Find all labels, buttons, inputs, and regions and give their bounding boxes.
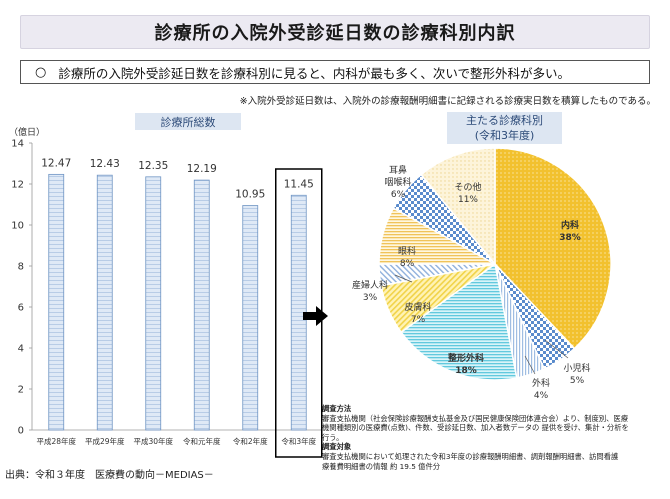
pie-slice-label: 眼科 bbox=[398, 245, 416, 257]
pie-slice-label: 外科 bbox=[532, 377, 550, 389]
bar-value-label: 12.35 bbox=[138, 160, 168, 172]
x-tick-label: 平成30年度 bbox=[133, 436, 173, 446]
y-tick-label: 0 bbox=[18, 426, 24, 437]
title-bar: 診療所の入院外受診延日数の診療科別内訳 bbox=[20, 15, 650, 49]
pie-slice bbox=[420, 147, 496, 267]
y-axis-unit: （億日） bbox=[9, 128, 46, 138]
x-tick-label: 令和元年度 bbox=[183, 436, 221, 446]
x-tick-label: 令和2年度 bbox=[233, 436, 268, 446]
method-line: 行う。 bbox=[322, 432, 344, 442]
pie-slice bbox=[380, 263, 496, 334]
bar-chart-title: 診療所総数 bbox=[135, 113, 241, 130]
arrow-right-icon bbox=[303, 306, 328, 326]
target-heading: 調査対象 bbox=[322, 442, 352, 452]
y-tick-label: 14 bbox=[11, 139, 24, 150]
bar-value-label: 12.43 bbox=[90, 158, 120, 170]
page-title: 診療所の入院外受診延日数の診療科別内訳 bbox=[154, 23, 516, 44]
x-tick-label: 令和3年度 bbox=[281, 436, 316, 446]
pie-slice-label: 咽喉科 bbox=[384, 176, 411, 188]
pie-chart-title: 主たる診療科別 (令和3年度) bbox=[447, 112, 562, 144]
summary-bullet: ○ bbox=[35, 64, 47, 80]
pie-slice-label: 皮膚科 bbox=[404, 301, 431, 313]
bar bbox=[48, 173, 65, 431]
pie-slice bbox=[378, 263, 496, 287]
y-tick-label: 12 bbox=[11, 180, 24, 191]
pie-value-label: 7% bbox=[411, 315, 426, 325]
bar-value-label: 10.95 bbox=[235, 189, 265, 201]
method-line: 機関種類別の医療費(点数)、件数、受診延日数、加入者数データの 提供を受け、集計… bbox=[322, 423, 629, 433]
pie-slice-label: その他 bbox=[454, 181, 481, 193]
pie-slice bbox=[494, 147, 612, 350]
x-tick-label: 平成28年度 bbox=[36, 436, 76, 446]
pie-value-label: 11% bbox=[458, 195, 478, 205]
pie-value-label: 3% bbox=[363, 293, 378, 303]
pie-slice bbox=[494, 263, 576, 370]
bar bbox=[145, 176, 162, 431]
pie-chart-title-line2: (令和3年度) bbox=[474, 129, 535, 142]
source-citation: 出典：令和３年度 医療費の動向－MEDIAS－ bbox=[5, 470, 214, 481]
pie-slice-label: 整形外科 bbox=[447, 352, 484, 364]
pie-value-label: 18% bbox=[455, 366, 477, 376]
bar bbox=[193, 179, 210, 431]
pie-slice bbox=[378, 207, 496, 265]
pie-slice-label: 耳鼻 bbox=[389, 164, 407, 176]
y-tick-label: 2 bbox=[18, 385, 24, 396]
pie-slice-label: 小児科 bbox=[563, 362, 590, 374]
summary-box: ○ 診療所の入院外受診延日数を診療科別に見ると、内科が最も多く、次いで整形外科が… bbox=[20, 60, 650, 84]
leader-line bbox=[544, 339, 569, 359]
target-line: 療養費明細書の情報 約 19.5 億件分 bbox=[322, 461, 441, 471]
method-box: 調査方法 審査支払機関（社会保険診療報酬支払基金及び国民健康保険団体連合会）より… bbox=[322, 404, 662, 482]
pie-value-label: 8% bbox=[400, 259, 415, 269]
pie-slice bbox=[392, 173, 496, 265]
bar-value-label: 12.47 bbox=[41, 157, 71, 169]
pie-value-label: 4% bbox=[534, 391, 549, 401]
leader-line bbox=[394, 274, 413, 283]
pie-slice bbox=[494, 263, 546, 379]
pie-value-label: 6% bbox=[391, 190, 406, 200]
pie-slice-label: 内科 bbox=[561, 219, 579, 231]
bar bbox=[96, 174, 113, 431]
summary-text: 診療所の入院外受診延日数を診療科別に見ると、内科が最も多く、次いで整形外科が多い… bbox=[58, 65, 570, 81]
bar-value-label: 11.45 bbox=[284, 178, 314, 190]
x-tick-label: 平成29年度 bbox=[85, 436, 125, 446]
method-heading: 調査方法 bbox=[322, 404, 352, 413]
pie-slice-label: 産婦人科 bbox=[352, 279, 388, 291]
bar-value-label: 12.19 bbox=[187, 163, 217, 175]
target-line: 審査支払機関において処理された令和3年度の診療報酬明細書、調剤報酬明細書、訪問看… bbox=[322, 451, 619, 461]
y-tick-label: 6 bbox=[18, 303, 24, 314]
y-tick-label: 8 bbox=[18, 262, 24, 273]
pie-value-label: 38% bbox=[559, 233, 581, 243]
leader-line bbox=[524, 355, 536, 375]
pie-chart-title-line1: 主たる診療科別 bbox=[466, 114, 543, 127]
y-tick-label: 10 bbox=[11, 221, 24, 232]
bar bbox=[242, 205, 259, 431]
pie-value-label: 5% bbox=[570, 376, 585, 386]
pie-slice bbox=[400, 262, 518, 381]
footnote: ※入院外受診延日数は、入院外の診療報酬明細書に記録される診療実日数を積算したもの… bbox=[239, 96, 656, 107]
method-line: 審査支払機関（社会保険診療報酬支払基金及び国民健康保険団体連合会）より、制度別、… bbox=[322, 413, 629, 423]
y-tick-label: 4 bbox=[18, 344, 24, 355]
